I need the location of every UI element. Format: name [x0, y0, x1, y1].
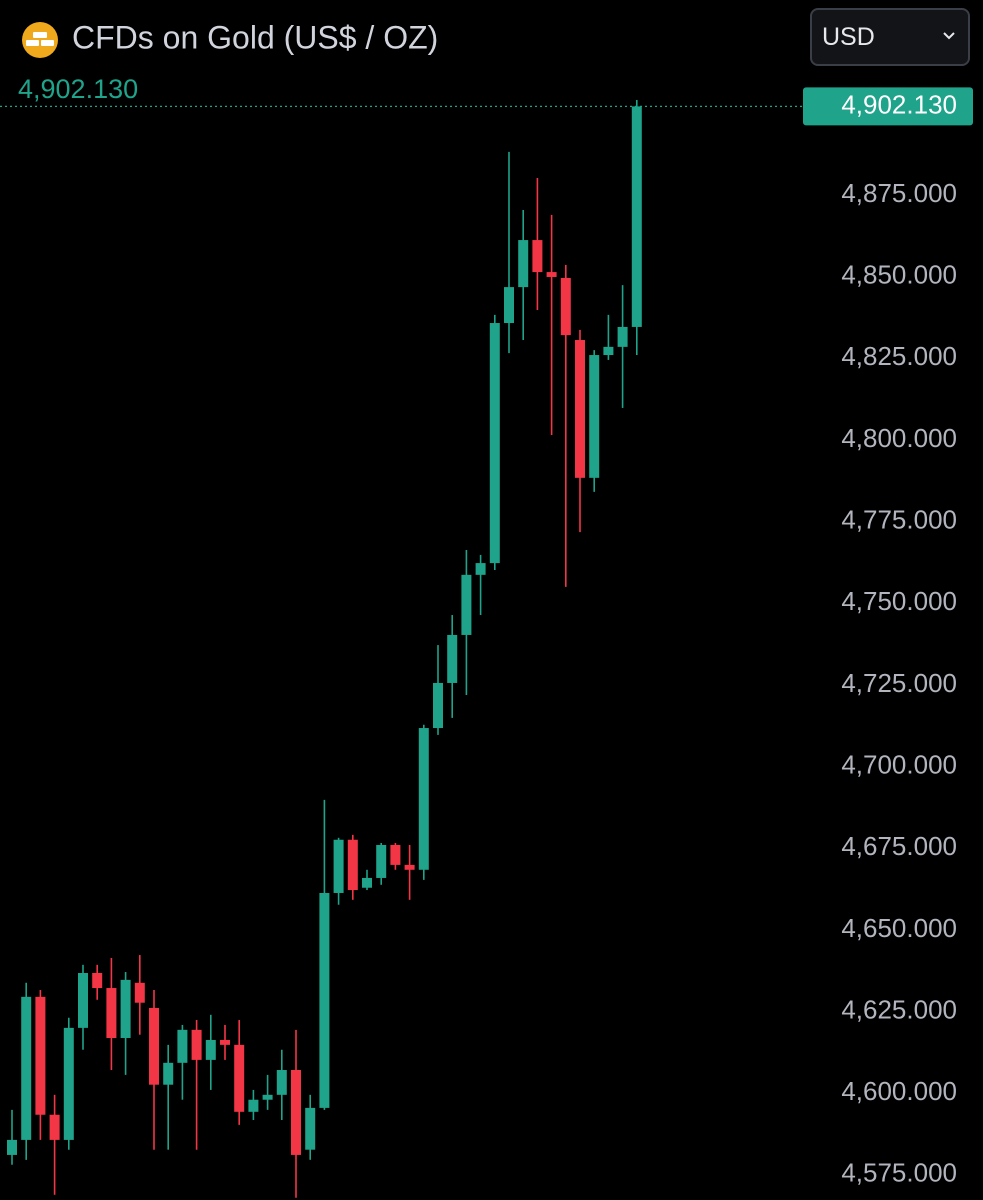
candle-body [518, 240, 529, 288]
candle-body [532, 240, 543, 273]
last-price-badge-label: 4,902.130 [841, 89, 957, 119]
y-tick-label: 4,575.000 [841, 1158, 957, 1188]
candle-body [546, 272, 557, 277]
y-tick-label: 4,700.000 [841, 749, 957, 779]
candle-body [589, 355, 600, 478]
candle-body [78, 972, 88, 1028]
candle-body [560, 277, 571, 336]
candle-body [390, 844, 401, 865]
candle-body [276, 1070, 287, 1095]
candle-body [319, 892, 330, 1108]
gold-icon [22, 22, 58, 58]
candle-body [63, 1027, 74, 1140]
last-price-header: 4,902.130 [18, 74, 138, 104]
y-tick-label: 4,625.000 [841, 994, 957, 1024]
y-tick-label: 4,675.000 [841, 831, 957, 861]
candle-body [333, 839, 344, 893]
candle-body [461, 574, 472, 635]
y-tick-label: 4,875.000 [841, 178, 957, 208]
candle-body [106, 988, 117, 1038]
y-tick-label: 4,750.000 [841, 586, 957, 616]
candle-body [362, 877, 372, 888]
y-tick-label: 4,650.000 [841, 913, 957, 943]
candle-body [177, 1029, 188, 1063]
candle-body [504, 287, 514, 324]
chevron-icon [943, 32, 955, 40]
candle-body [92, 972, 103, 989]
candle-body [404, 864, 415, 870]
y-tick-label: 4,850.000 [841, 260, 957, 290]
y-tick-label: 4,775.000 [841, 504, 957, 534]
candle-body [631, 106, 642, 327]
candle-body [347, 839, 358, 891]
candle-body [35, 996, 46, 1115]
candle-body [433, 682, 443, 729]
y-tick-label: 4,800.000 [841, 423, 957, 453]
candle-body [489, 323, 500, 564]
candle-body [575, 340, 585, 478]
candle-body [191, 1029, 202, 1060]
candle-body [7, 1139, 17, 1155]
candle-body [475, 563, 486, 575]
y-tick-label: 4,725.000 [841, 668, 957, 698]
y-tick-label: 4,600.000 [841, 1076, 957, 1106]
candle-body [163, 1062, 174, 1085]
candle-body [305, 1107, 316, 1150]
candle-body [291, 1070, 301, 1155]
candle-body [603, 346, 614, 356]
candle-body [617, 326, 628, 347]
candle-body [220, 1039, 230, 1045]
candle-body [49, 1114, 60, 1140]
candle-body [376, 844, 387, 878]
candle-body [262, 1094, 273, 1100]
candle-body [234, 1044, 245, 1112]
candle-body [418, 728, 429, 870]
candle-body [120, 979, 131, 1038]
candle-body [447, 634, 458, 683]
currency-select[interactable]: USD [810, 8, 970, 66]
currency-label: USD [822, 22, 875, 51]
y-tick-label: 4,825.000 [841, 341, 957, 371]
candle-body [134, 982, 145, 1003]
candle-body [21, 996, 32, 1140]
candle-body [205, 1039, 216, 1060]
candle-body [149, 1007, 159, 1085]
last-price-badge [803, 87, 973, 126]
chart-title: CFDs on Gold (US$ / OZ) [72, 19, 438, 55]
candle-body [248, 1099, 259, 1112]
